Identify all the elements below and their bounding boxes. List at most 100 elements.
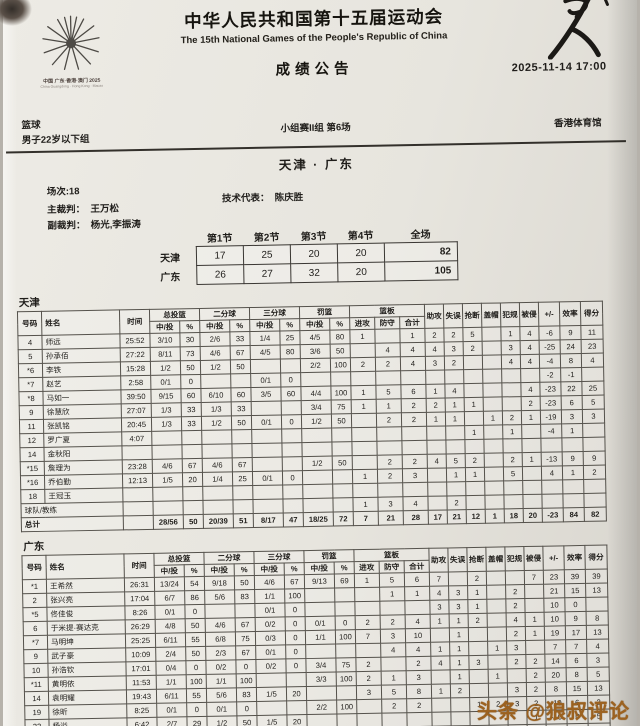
stat-cell: *1 (22, 579, 47, 594)
stat-cell: 2 (525, 654, 546, 669)
stat-cell: 67 (235, 617, 256, 632)
stat-cell (501, 382, 522, 397)
stat-cell: 0/2 (255, 658, 287, 674)
stat-header-cell: 中/投 (254, 562, 285, 576)
stat-cell: 1/5 (256, 714, 288, 726)
stat-cell (351, 441, 378, 456)
stat-cell (444, 369, 464, 384)
stat-cell: 2 (502, 410, 522, 425)
stat-cell: 2 (503, 452, 523, 467)
tech-name: 陈庆胜 (274, 192, 304, 204)
stat-header-cell: % (334, 561, 355, 575)
stat-cell: 3 (448, 599, 469, 614)
stat-cell (123, 515, 154, 530)
stat-cell (484, 494, 505, 510)
stat-cell: 7 (544, 639, 566, 655)
stat-cell: 3/6 (300, 344, 331, 359)
stat-cell: 1 (500, 326, 521, 341)
stat-cell: 83 (234, 589, 255, 604)
stat-cell (256, 672, 287, 688)
stat-cell: 4 (402, 496, 429, 511)
stat-cell (300, 372, 331, 387)
stat-cell: 4 (17, 335, 43, 350)
stat-cell: 10 (544, 611, 566, 627)
stat-cell (379, 600, 406, 616)
player-name-cell: 赵艺 (42, 375, 121, 392)
stat-cell (468, 627, 488, 642)
stat-cell: 3 (429, 599, 450, 615)
doc-title: 成绩公告 (275, 61, 354, 79)
stat-cell (305, 644, 336, 659)
stat-cell: 5 (375, 384, 402, 400)
stat-cell: 4 (405, 614, 431, 629)
stat-cell: 7 (355, 629, 381, 644)
quarter-header-cell: 全场 (410, 229, 431, 242)
stat-cell: 8 (406, 684, 432, 699)
stat-cell (331, 441, 353, 457)
stat-cell: 0 (285, 644, 306, 659)
stat-cell: 39:50 (120, 389, 152, 404)
stat-header-cell: 三分球 (249, 306, 300, 320)
stat-cell: 1/3 (201, 401, 232, 417)
stat-cell: 2 (405, 656, 432, 671)
stat-header-cell: 姓名 (41, 309, 120, 336)
stat-cell (381, 712, 408, 726)
stat-cell: 0 (335, 615, 356, 631)
stat-cell (232, 485, 253, 500)
stat-cell: *11 (24, 677, 49, 692)
stat-cell (282, 484, 303, 499)
stat-cell (463, 383, 484, 398)
stat-cell: 4:07 (121, 431, 152, 446)
stat-cell: 3 (425, 355, 445, 371)
stat-cell (232, 499, 254, 514)
stat-cell: 1 (352, 469, 378, 484)
stat-cell: 1/2 (206, 715, 238, 726)
stat-cell (448, 571, 468, 586)
stat-cell: 0 (281, 414, 302, 429)
stat-cell: 4 (520, 354, 540, 369)
stat-header-cell: 中/投 (149, 320, 180, 334)
stat-cell: 1 (431, 683, 451, 699)
quarter-header-cell: 第3节 (300, 231, 327, 244)
stat-cell: -23 (540, 395, 562, 411)
stat-cell: 1 (450, 669, 470, 684)
stat-cell: 2 (402, 454, 428, 469)
stat-cell: 1 (445, 397, 465, 412)
stat-cell: 4/6 (254, 574, 285, 590)
stat-cell: 4 (519, 326, 540, 341)
stat-cell: 1 (488, 668, 508, 684)
stat-header-cell: % (329, 317, 350, 331)
stat-cell: 7 (524, 570, 544, 585)
stat-cell: 3 (448, 585, 468, 600)
stat-cell: 8/11 (150, 346, 181, 362)
stat-cell (400, 370, 426, 385)
stat-cell: -19 (540, 409, 562, 425)
stat-cell: 2 (426, 397, 446, 413)
stat-cell: 25:25 (125, 633, 156, 648)
stat-cell (151, 444, 183, 460)
stat-cell (482, 382, 503, 398)
stat-cell: 4 (405, 642, 431, 657)
stat-cell: 3 (586, 653, 610, 668)
player-name-cell: 张兴亮 (46, 591, 125, 608)
stat-cell: 30 (179, 332, 201, 347)
stat-cell: 0/1 (252, 470, 283, 486)
stat-cell: 51 (233, 513, 254, 528)
stat-header-cell: % (279, 318, 300, 331)
quarter-score-cell: 25 (243, 244, 291, 265)
stat-cell: 50 (234, 575, 255, 590)
stat-header-cell: 中/投 (199, 319, 230, 333)
stat-cell (522, 480, 542, 495)
stat-cell (306, 686, 337, 701)
stat-cell: 6 (404, 572, 430, 587)
stat-cell (482, 354, 502, 370)
stat-cell (351, 427, 377, 442)
stat-cell: 1 (449, 641, 469, 656)
stat-cell (502, 438, 523, 453)
stat-cell: 3/10 (149, 332, 181, 348)
stat-header-cell: 中/投 (204, 563, 235, 577)
stat-cell (354, 587, 380, 602)
stat-cell (331, 427, 352, 443)
stat-cell: 1 (446, 467, 466, 482)
stat-cell (464, 439, 485, 454)
